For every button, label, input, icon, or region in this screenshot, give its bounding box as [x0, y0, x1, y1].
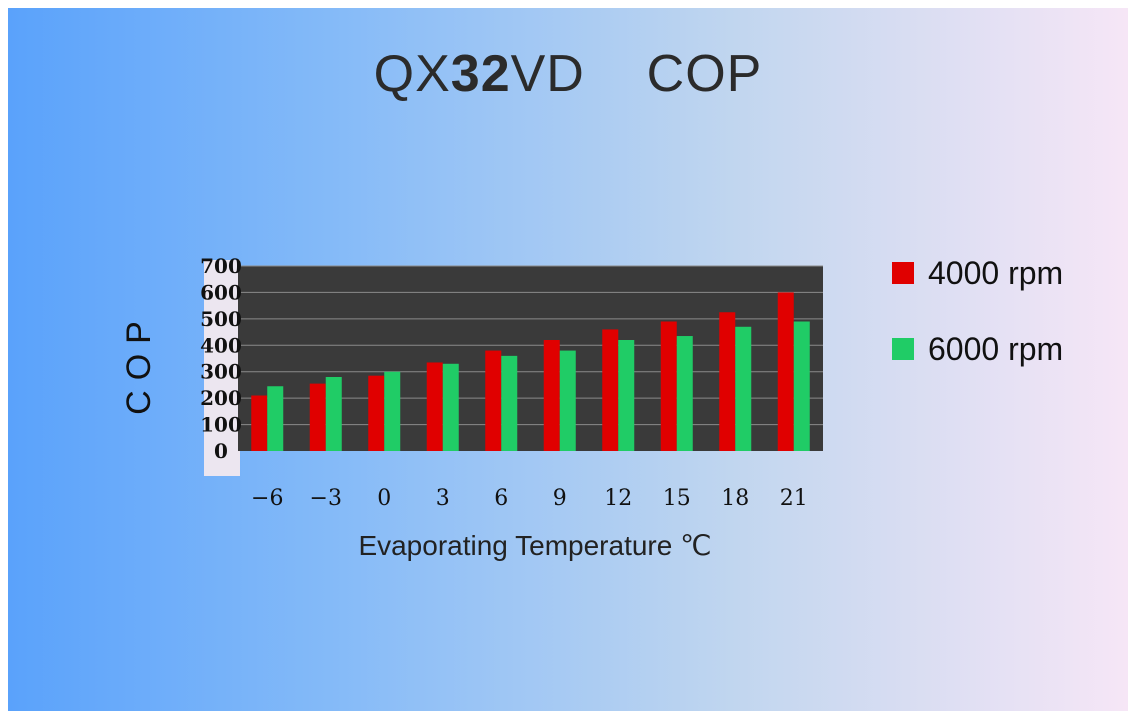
y-tick-label: 0: [214, 439, 228, 463]
legend-label: 4000 rpm: [928, 255, 1063, 291]
bar-series-2: [559, 350, 576, 451]
bar-series-2: [676, 336, 693, 451]
chart-panel: QX32VD COP 0 100 200 300 400 500 600 700 −6 −3 0 3…: [8, 8, 1128, 711]
bar-series-2: [501, 355, 518, 451]
y-tick-label: 100: [200, 413, 242, 437]
x-tick-label: 12: [604, 486, 632, 511]
y-axis-label: COP: [120, 311, 158, 415]
y-tick-label: 600: [200, 280, 242, 304]
x-tick-label: 15: [663, 486, 691, 511]
y-tick-label: 500: [200, 307, 242, 331]
title-bold: 32: [450, 45, 511, 103]
bar-series-2: [618, 340, 635, 451]
x-tick-label: 18: [721, 486, 749, 511]
y-axis-label-background: [204, 260, 240, 476]
bar-series-2: [325, 377, 342, 451]
y-tick-label: 400: [200, 333, 242, 357]
bar-series-1: [543, 340, 560, 451]
y-tick-label: 200: [200, 386, 242, 410]
x-tick-labels: −6 −3 0 3 6 9 12 15 18 21: [251, 486, 808, 511]
x-tick-label: −6: [251, 486, 283, 511]
bar-series-1: [251, 395, 268, 451]
bar-series-1: [309, 383, 326, 451]
y-tick-label: 300: [200, 360, 242, 384]
bar-series-2: [267, 386, 284, 451]
title-prefix: QX: [373, 45, 451, 103]
chart-title: QX32VD COP: [8, 44, 1128, 104]
legend-swatch: [892, 338, 914, 360]
x-tick-label: 3: [436, 486, 450, 511]
x-tick-label: 6: [494, 486, 508, 511]
bar-series-1: [485, 350, 502, 451]
legend: 4000 rpm 6000 rpm: [892, 255, 1063, 367]
bar-series-2: [442, 363, 459, 451]
bar-series-1: [602, 329, 619, 451]
title-suffix: VD COP: [510, 45, 763, 103]
bar-series-1: [660, 321, 677, 451]
bar-series-2: [384, 371, 401, 451]
x-tick-label: 0: [377, 486, 391, 511]
bar-series-1: [368, 375, 385, 451]
bar-series-2: [735, 326, 752, 451]
x-tick-label: 9: [553, 486, 567, 511]
legend-label: 6000 rpm: [928, 331, 1063, 367]
x-tick-label: −3: [310, 486, 342, 511]
y-tick-label: 700: [200, 254, 242, 278]
bars: [251, 292, 810, 451]
bar-series-2: [793, 321, 810, 451]
x-axis-label: Evaporating Temperature ℃: [358, 530, 711, 561]
legend-swatch: [892, 262, 914, 284]
bar-series-1: [777, 292, 794, 451]
x-tick-label: 21: [780, 486, 808, 511]
bar-series-1: [426, 362, 443, 451]
bar-series-1: [719, 312, 736, 451]
